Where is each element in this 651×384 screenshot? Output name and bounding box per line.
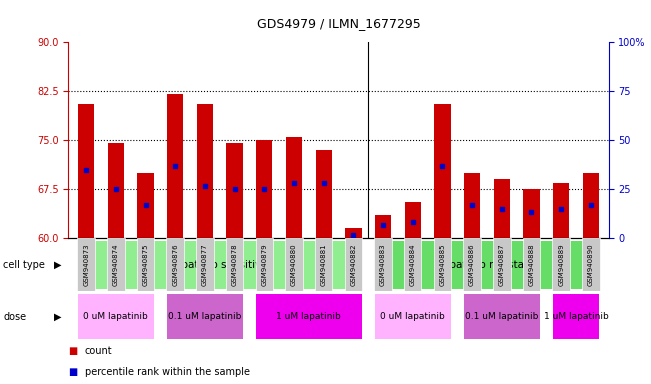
Text: GSM940881: GSM940881 — [321, 243, 327, 286]
FancyBboxPatch shape — [553, 238, 570, 291]
Text: GSM940885: GSM940885 — [439, 243, 445, 286]
FancyBboxPatch shape — [493, 238, 510, 291]
Text: ▶: ▶ — [53, 312, 61, 322]
Text: ▶: ▶ — [53, 260, 61, 270]
Bar — [167, 94, 184, 238]
FancyBboxPatch shape — [523, 238, 540, 291]
Text: GSM940883: GSM940883 — [380, 243, 386, 286]
Bar — [107, 144, 124, 238]
FancyBboxPatch shape — [464, 238, 481, 291]
FancyBboxPatch shape — [374, 238, 392, 291]
Bar — [78, 294, 154, 339]
Bar — [375, 215, 391, 238]
Text: GSM940882: GSM940882 — [350, 243, 356, 286]
Bar — [553, 183, 570, 238]
Text: GSM940884: GSM940884 — [409, 243, 416, 286]
Bar — [404, 202, 421, 238]
Bar — [137, 173, 154, 238]
FancyBboxPatch shape — [196, 238, 214, 291]
Text: 0.1 uM lapatinib: 0.1 uM lapatinib — [168, 312, 242, 321]
Text: GSM940873: GSM940873 — [83, 243, 89, 286]
FancyBboxPatch shape — [167, 238, 184, 291]
Text: ■: ■ — [68, 346, 77, 356]
Text: lapatinib resistant: lapatinib resistant — [439, 260, 534, 270]
Text: cell type: cell type — [3, 260, 45, 270]
FancyBboxPatch shape — [137, 238, 154, 291]
Text: GSM940880: GSM940880 — [291, 243, 297, 286]
Text: GSM940879: GSM940879 — [261, 243, 268, 286]
Bar — [375, 294, 450, 339]
FancyBboxPatch shape — [434, 238, 451, 291]
Text: 0 uM lapatinib: 0 uM lapatinib — [83, 312, 148, 321]
Bar — [78, 104, 94, 238]
Bar — [167, 294, 243, 339]
Text: GSM940877: GSM940877 — [202, 243, 208, 286]
Bar — [197, 104, 213, 238]
FancyBboxPatch shape — [315, 238, 333, 291]
Text: 1 uM lapatinib: 1 uM lapatinib — [277, 312, 341, 321]
Text: GSM940876: GSM940876 — [173, 243, 178, 286]
FancyBboxPatch shape — [582, 238, 600, 291]
Bar — [345, 228, 361, 238]
Text: GSM940875: GSM940875 — [143, 243, 148, 286]
Text: GSM940888: GSM940888 — [529, 243, 534, 286]
Text: GSM940890: GSM940890 — [588, 243, 594, 286]
FancyBboxPatch shape — [404, 238, 421, 291]
Text: GDS4979 / ILMN_1677295: GDS4979 / ILMN_1677295 — [256, 17, 421, 30]
FancyBboxPatch shape — [107, 238, 124, 291]
Bar — [286, 137, 302, 238]
Text: GSM940886: GSM940886 — [469, 243, 475, 286]
Bar — [523, 189, 540, 238]
Text: 1 uM lapatinib: 1 uM lapatinib — [544, 312, 609, 321]
Text: 0 uM lapatinib: 0 uM lapatinib — [380, 312, 445, 321]
Text: dose: dose — [3, 312, 27, 322]
FancyBboxPatch shape — [226, 238, 243, 291]
FancyBboxPatch shape — [256, 238, 273, 291]
Bar — [316, 150, 332, 238]
Bar — [227, 144, 243, 238]
Bar — [464, 294, 540, 339]
Bar — [493, 179, 510, 238]
Text: GSM940887: GSM940887 — [499, 243, 505, 286]
Text: GSM940889: GSM940889 — [558, 243, 564, 286]
Bar — [464, 173, 480, 238]
Bar — [553, 294, 599, 339]
Bar — [583, 173, 599, 238]
Text: GSM940874: GSM940874 — [113, 243, 119, 286]
Text: 0.1 uM lapatinib: 0.1 uM lapatinib — [465, 312, 538, 321]
Bar — [375, 241, 599, 289]
FancyBboxPatch shape — [285, 238, 303, 291]
FancyBboxPatch shape — [344, 238, 362, 291]
Text: GSM940878: GSM940878 — [232, 243, 238, 286]
Bar — [256, 140, 273, 238]
Bar — [434, 104, 450, 238]
Text: lapatinib sensitive: lapatinib sensitive — [172, 260, 268, 270]
Bar — [256, 294, 361, 339]
Text: count: count — [85, 346, 112, 356]
Bar — [78, 241, 361, 289]
FancyBboxPatch shape — [77, 238, 95, 291]
Text: ■: ■ — [68, 367, 77, 377]
Text: percentile rank within the sample: percentile rank within the sample — [85, 367, 249, 377]
